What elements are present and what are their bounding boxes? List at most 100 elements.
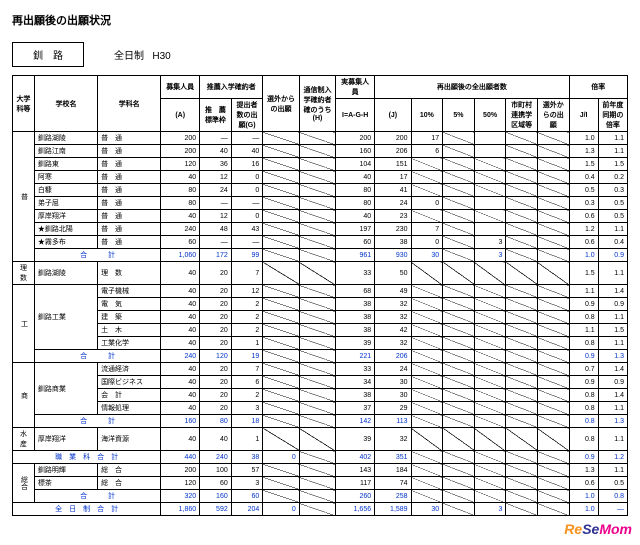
table-row: ★霧多布普 通60——6038030.60.4 — [13, 236, 628, 249]
row-category: 商 — [13, 363, 35, 428]
cell-s2: — — [231, 236, 263, 249]
cell-s1: 20 — [200, 285, 232, 298]
cell-p10: 30 — [411, 249, 443, 262]
cell-j: 24 — [375, 197, 411, 210]
main-table: 大学科等 学校名 学科名 募集人員 推薦入学確約者 選外からの出願 通信制入学確… — [12, 75, 628, 516]
cell-i: 260 — [336, 490, 375, 503]
cell-p50 — [474, 184, 506, 197]
cell-p50 — [474, 337, 506, 350]
cell-j: 50 — [375, 262, 411, 285]
cell-px1 — [506, 210, 538, 223]
cell-i: 37 — [336, 402, 375, 415]
cell-s2: 16 — [231, 158, 263, 171]
cell-p10 — [411, 298, 443, 311]
row-dept: 普 通 — [98, 223, 161, 236]
cell-p50 — [474, 210, 506, 223]
cell-s2: 0 — [231, 210, 263, 223]
cell-p10 — [411, 158, 443, 171]
cell-px1 — [506, 337, 538, 350]
cell-px2 — [537, 298, 569, 311]
table-row: 会 計4020238300.81.4 — [13, 389, 628, 402]
cell-r2: 1.1 — [598, 262, 627, 285]
cell-p50 — [474, 223, 506, 236]
cell-d1 — [263, 415, 299, 428]
cell-p10 — [411, 363, 443, 376]
cell-d1 — [263, 389, 299, 402]
table-row: 白糠普 通8024080410.50.3 — [13, 184, 628, 197]
cell-p10 — [411, 337, 443, 350]
cell-i: 38 — [336, 311, 375, 324]
cell-p50 — [474, 376, 506, 389]
cell-px1 — [506, 428, 538, 451]
cell-px2 — [537, 197, 569, 210]
row-school: 白糠 — [34, 184, 97, 197]
cell-d2 — [299, 477, 335, 490]
cell-p5 — [443, 249, 475, 262]
cell-s2: 3 — [231, 477, 263, 490]
cell-r2: 1.1 — [598, 428, 627, 451]
cell-r2: 0.8 — [598, 490, 627, 503]
cell-j: 113 — [375, 415, 411, 428]
cell-p50: 3 — [474, 503, 506, 516]
cell-i: 104 — [336, 158, 375, 171]
cell-px1 — [506, 464, 538, 477]
cell-p50 — [474, 363, 506, 376]
cell-p5 — [443, 210, 475, 223]
cell-d2 — [299, 428, 335, 451]
cell-i: 60 — [336, 236, 375, 249]
cell-a: 40 — [161, 376, 200, 389]
cell-d1 — [263, 490, 299, 503]
cell-p10 — [411, 210, 443, 223]
cell-p10: 7 — [411, 223, 443, 236]
cell-d1 — [263, 324, 299, 337]
cell-p5 — [443, 184, 475, 197]
cell-i: 80 — [336, 197, 375, 210]
row-school: 釧路湖陵 — [34, 132, 97, 145]
cell-px1 — [506, 415, 538, 428]
cell-r1: 1.2 — [569, 223, 598, 236]
cell-s1: 20 — [200, 402, 232, 415]
cell-r1: 0.8 — [569, 428, 598, 451]
cell-p50 — [474, 451, 506, 464]
h-hx1: 市町村連携学区域等 — [506, 99, 538, 132]
cell-p50 — [474, 171, 506, 184]
cell-p10: 30 — [411, 503, 443, 516]
cell-d2 — [299, 337, 335, 350]
cell-p50 — [474, 490, 506, 503]
h-p50: 50% — [474, 99, 506, 132]
cell-j: 30 — [375, 376, 411, 389]
cell-p10 — [411, 285, 443, 298]
cell-r2: 1.1 — [598, 145, 627, 158]
cell-px2 — [537, 350, 569, 363]
cell-i: 221 — [336, 350, 375, 363]
cell-px2 — [537, 236, 569, 249]
row-dept: 普 通 — [98, 132, 161, 145]
cell-s1: 40 — [200, 145, 232, 158]
cell-p5 — [443, 451, 475, 464]
cell-d1 — [263, 184, 299, 197]
cell-r1: 0.8 — [569, 337, 598, 350]
cell-px1 — [506, 363, 538, 376]
cell-r1: 1.3 — [569, 464, 598, 477]
cell-s1: 20 — [200, 363, 232, 376]
cell-j: 258 — [375, 490, 411, 503]
cell-p50 — [474, 158, 506, 171]
cell-i: 68 — [336, 285, 375, 298]
cell-r1: 0.9 — [569, 298, 598, 311]
table-row: 商釧路商業流通経済4020733240.71.4 — [13, 363, 628, 376]
cell-r2: 0.5 — [598, 477, 627, 490]
cell-p10 — [411, 376, 443, 389]
cell-r1: 0.6 — [569, 477, 598, 490]
cell-px2 — [537, 464, 569, 477]
cell-j: 206 — [375, 145, 411, 158]
table-head: 大学科等 学校名 学科名 募集人員 推薦入学確約者 選外からの出願 通信制入学確… — [13, 76, 628, 132]
cell-r1: 1.1 — [569, 324, 598, 337]
cell-d2 — [299, 311, 335, 324]
cell-p10 — [411, 477, 443, 490]
h-h1: 推 薦標準枠 — [200, 99, 232, 132]
row-school: ★釧路北陽 — [34, 223, 97, 236]
cell-px1 — [506, 490, 538, 503]
cell-r1: 1.0 — [569, 503, 598, 516]
cell-p50 — [474, 389, 506, 402]
cell-j: 930 — [375, 249, 411, 262]
